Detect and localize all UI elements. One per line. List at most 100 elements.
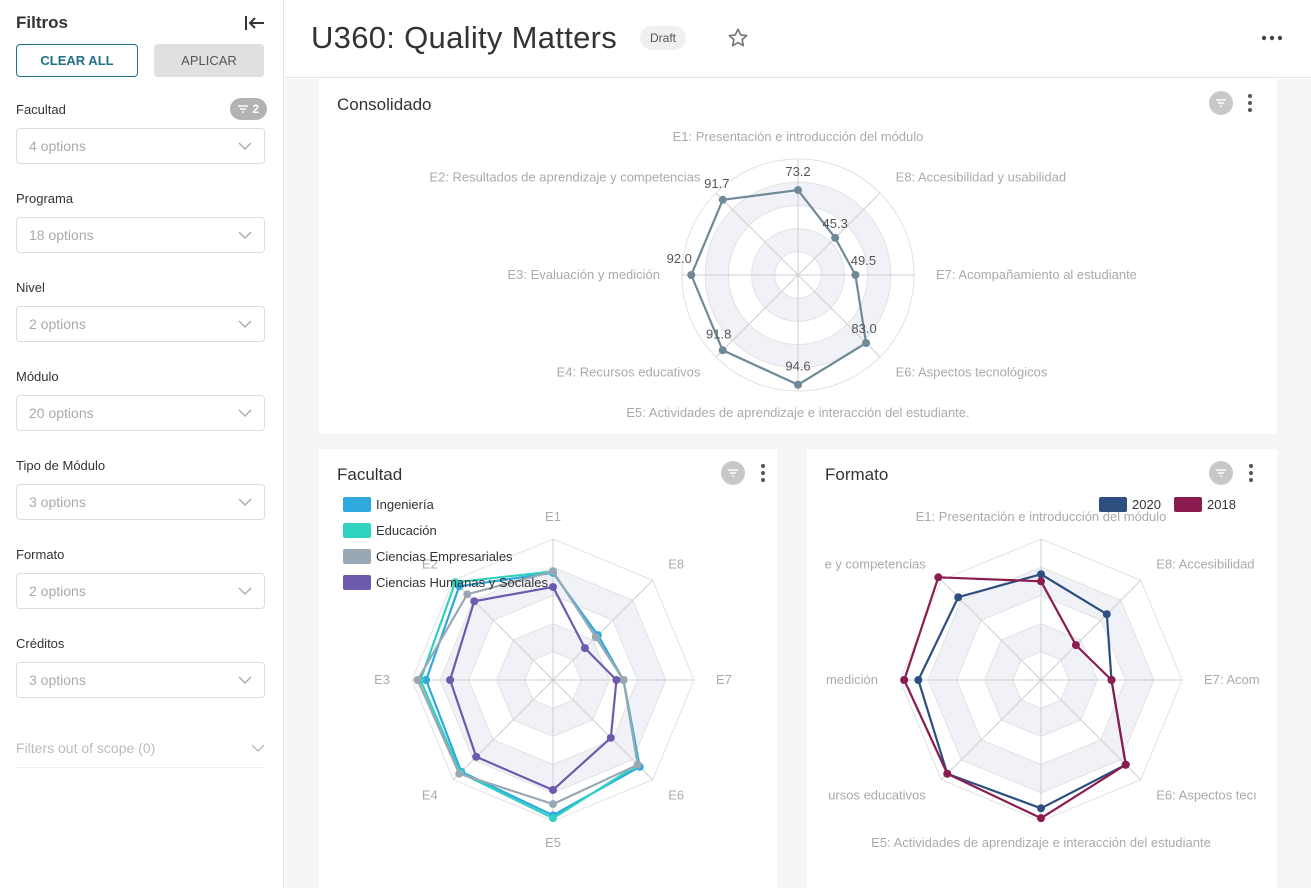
data-point <box>794 380 802 389</box>
filter-3: Módulo 20 options <box>16 365 267 431</box>
data-point <box>851 271 860 279</box>
filter-sidebar: Filtros CLEAR ALL APLICAR Facultad 2 4 opt… <box>0 0 284 888</box>
filter-select[interactable]: 3 options <box>16 662 265 698</box>
filter-select[interactable]: 20 options <box>16 395 265 431</box>
data-label: 49.5 <box>851 253 876 268</box>
legend-swatch <box>343 575 371 590</box>
filter-count-badge[interactable]: 2 <box>230 98 267 120</box>
grid-spoke <box>797 192 881 276</box>
data-point <box>633 760 642 769</box>
data-label: 91.7 <box>704 176 729 191</box>
data-point <box>422 676 431 684</box>
filter-select-value: 18 options <box>29 227 94 243</box>
axis-label: E8 <box>668 557 684 572</box>
grid-spoke <box>452 679 554 781</box>
legend-label: Educación <box>376 523 437 538</box>
filter-label: Tipo de Módulo <box>16 457 106 473</box>
grid-spoke <box>715 274 799 358</box>
data-point <box>549 567 557 576</box>
data-point <box>900 676 909 684</box>
legend-label: Ingeniería <box>376 497 435 512</box>
grid-spoke <box>552 579 654 681</box>
star-icon[interactable] <box>727 27 749 49</box>
radar-chart-consolidado: E1: Presentación e introducción del módu… <box>429 129 1137 420</box>
axis-label: E1 <box>545 509 561 524</box>
data-point <box>413 676 422 684</box>
filter-select[interactable]: 4 options <box>16 128 265 164</box>
chevron-down-icon <box>238 498 252 506</box>
filter-label: Facultad <box>16 101 66 117</box>
axis-label: E5: Actividades de aprendizaje e interac… <box>871 835 1211 850</box>
legend-label: Ciencias Empresariales <box>376 549 513 564</box>
data-point <box>606 733 615 742</box>
data-point <box>687 271 696 279</box>
axis-label: E3 <box>374 672 390 687</box>
filter-select[interactable]: 2 options <box>16 573 265 609</box>
legend-label: Ciencias Humanas y Sociales <box>376 575 548 590</box>
legend-swatch <box>343 497 371 512</box>
filter-icon[interactable] <box>1209 91 1233 115</box>
status-badge: Draft <box>640 26 687 50</box>
data-point <box>591 633 600 642</box>
chart-menu-icon[interactable] <box>1246 463 1256 483</box>
chevron-down-icon <box>238 409 252 417</box>
data-point <box>549 800 557 809</box>
series-2 <box>413 567 642 809</box>
legend-swatch <box>343 523 371 538</box>
axis-label: E2 <box>422 557 438 572</box>
filter-icon[interactable] <box>721 461 745 485</box>
filter-select[interactable]: 2 options <box>16 306 265 342</box>
axis-label: E1: Presentación e introducción del módu… <box>916 509 1167 524</box>
filter-label: Módulo <box>16 368 59 384</box>
chart-title: Consolidado <box>337 95 432 114</box>
filter-label: Créditos <box>16 635 65 651</box>
filter-select[interactable]: 18 options <box>16 217 265 253</box>
more-options-icon[interactable] <box>1261 30 1283 46</box>
filter-select-value: 3 options <box>29 672 86 688</box>
axis-label: E8: Accesibilidad y usabilidad <box>896 169 1067 184</box>
filter-select[interactable]: 3 options <box>16 484 265 520</box>
data-label: 73.2 <box>785 164 810 179</box>
data-label: 92.0 <box>667 251 692 266</box>
filter-icon <box>238 105 249 113</box>
data-point <box>718 195 727 204</box>
filter-label: Nivel <box>16 279 45 295</box>
data-point <box>1037 570 1045 579</box>
data-point <box>549 785 557 794</box>
clear-all-button[interactable]: CLEAR ALL <box>16 44 138 77</box>
axis-label: E2: Resultados de aprendizaje y competen… <box>429 169 700 184</box>
filters-out-of-scope[interactable]: Filters out of scope (0) <box>16 728 265 768</box>
data-point <box>1037 577 1045 586</box>
axis-label: ursos educativos <box>828 787 926 802</box>
filter-count: 2 <box>252 102 259 116</box>
chevron-down-icon <box>238 587 252 595</box>
apply-button[interactable]: APLICAR <box>154 44 264 77</box>
legend-swatch <box>343 549 371 564</box>
radar-chart-facultad: E1 E8 E7 E6 E5 E4 E3 E2 Ingeniería Educación Cienc… <box>343 497 732 850</box>
axis-label: e y competencias <box>825 557 927 572</box>
legend-label: 2018 <box>1207 497 1236 512</box>
grid-spoke <box>1040 579 1142 681</box>
chevron-down-icon <box>238 320 252 328</box>
axis-label: E4: Recursos educativos <box>557 365 701 380</box>
data-point <box>1107 676 1116 684</box>
filter-icon[interactable] <box>1209 461 1233 485</box>
chart-menu-icon[interactable] <box>758 463 768 483</box>
dashboard-title: U360: Quality Matters <box>311 20 618 55</box>
axis-label: E4 <box>422 787 438 802</box>
chart-menu-icon[interactable] <box>1245 93 1255 113</box>
data-label: 45.3 <box>823 216 848 231</box>
axis-label: E8: Accesibilidad <box>1156 557 1254 572</box>
filter-select-value: 4 options <box>29 138 86 154</box>
data-point <box>914 676 923 684</box>
axis-label: E5: Actividades de aprendizaje e interac… <box>626 405 969 420</box>
axis-label: E5 <box>545 835 561 850</box>
data-point <box>451 578 460 587</box>
collapse-sidebar-icon[interactable] <box>243 11 267 35</box>
data-point <box>619 676 628 684</box>
filter-select-value: 20 options <box>29 405 94 421</box>
chevron-down-icon <box>251 744 265 752</box>
data-point <box>470 597 479 606</box>
filter-2: Nivel 2 options <box>16 276 267 342</box>
